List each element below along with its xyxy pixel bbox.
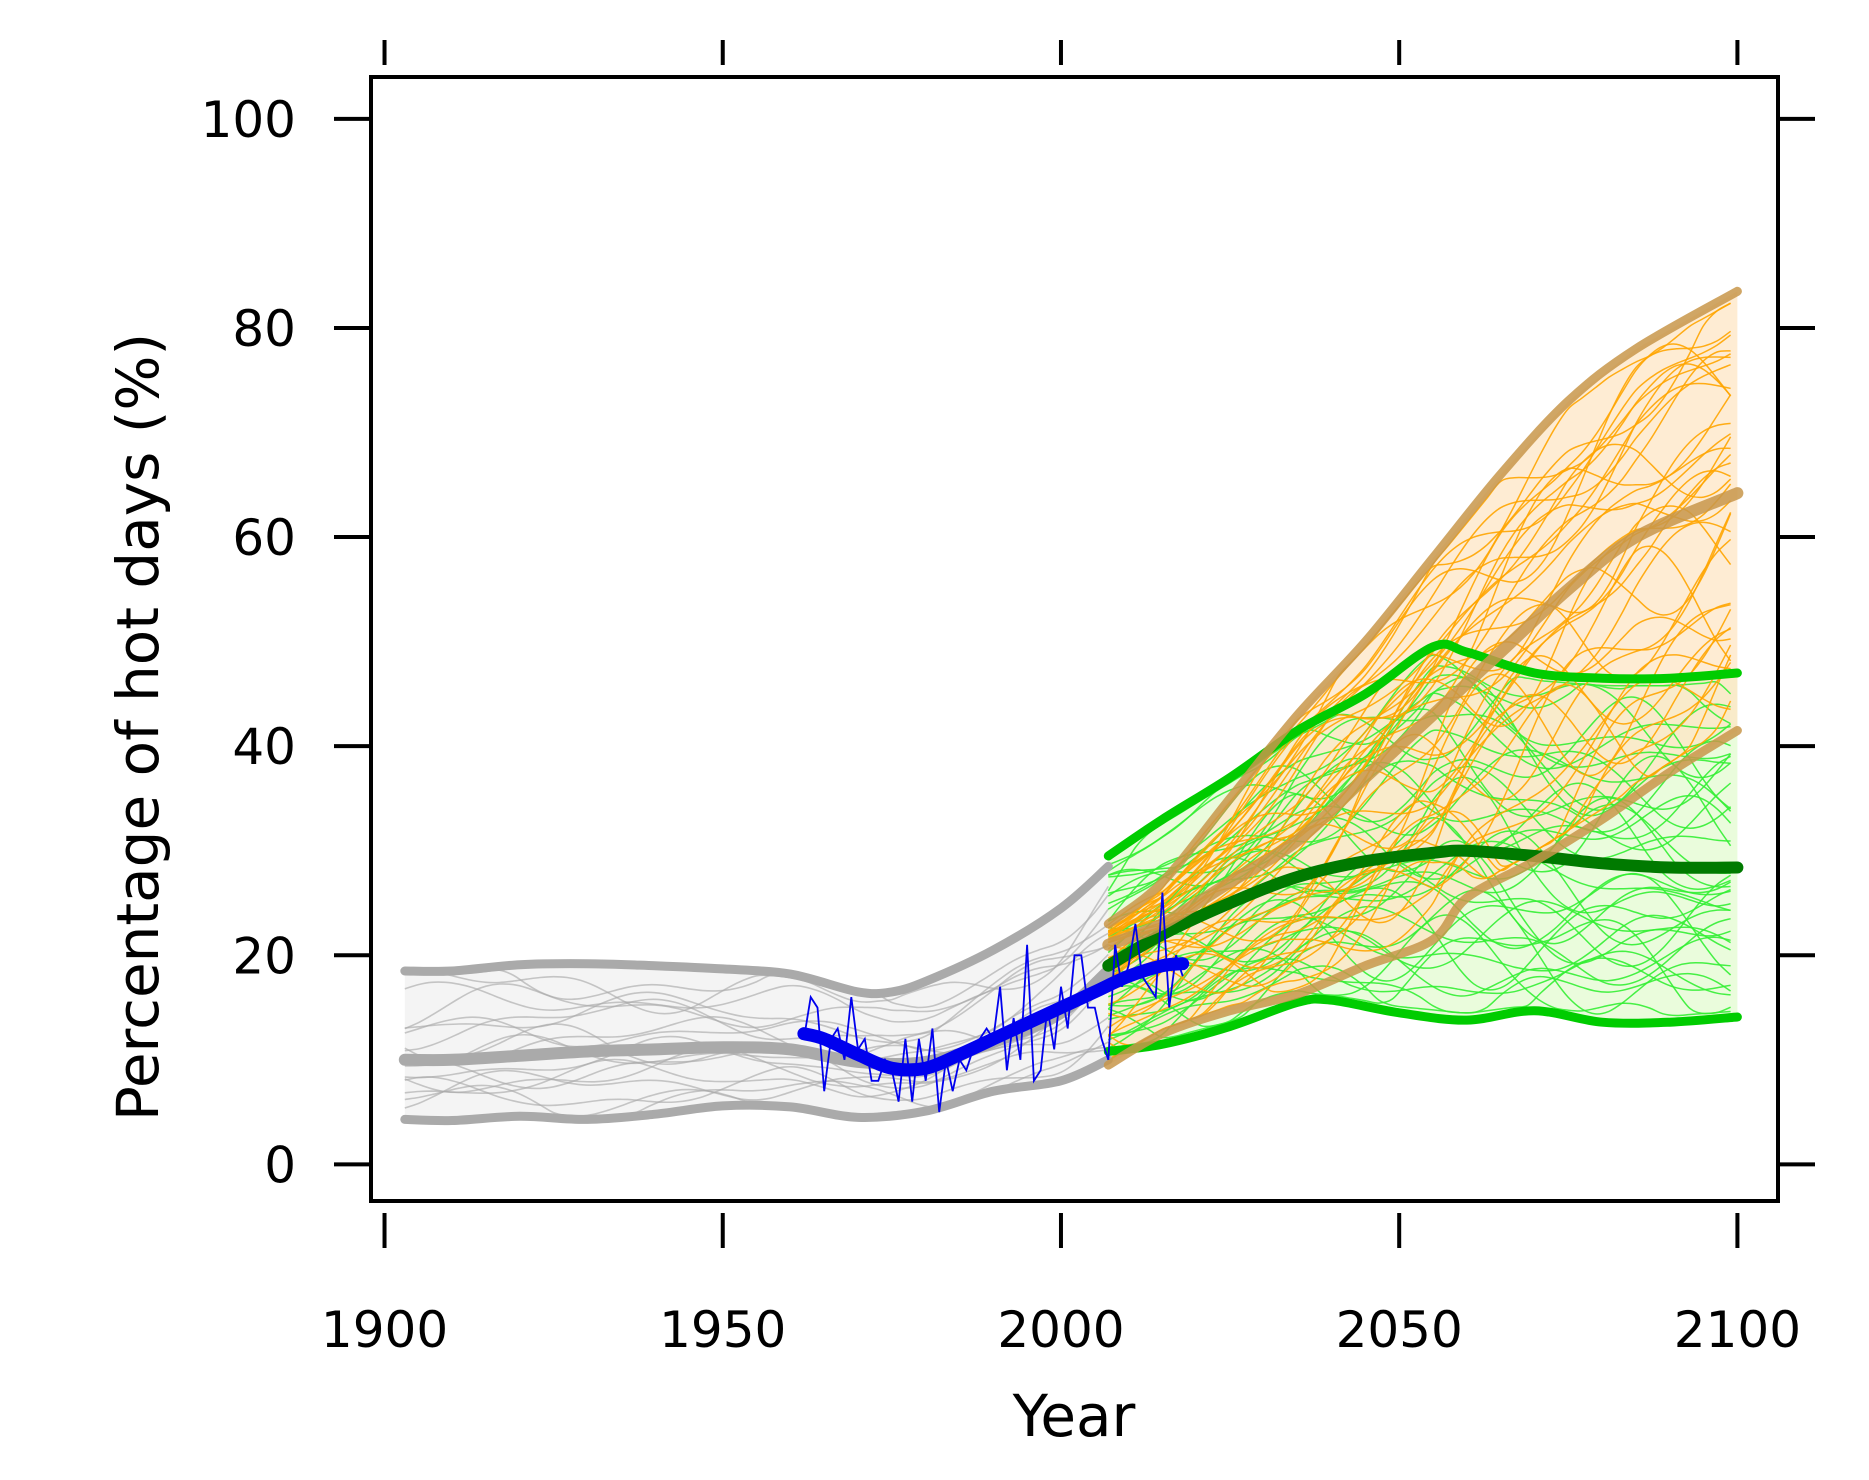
high-emissions-member-line	[1107, 627, 1732, 993]
low-emissions-member-line	[1108, 957, 1731, 1049]
historical-member-line	[404, 894, 1109, 1009]
historical-member-line	[404, 976, 1109, 1094]
high-emissions-lower-line	[1103, 726, 1742, 1070]
high-emissions-member-line	[1108, 330, 1732, 934]
low-emissions-member-line	[1108, 950, 1731, 1037]
high-emissions-member-line	[1107, 343, 1732, 933]
y-tick-label: 80	[232, 300, 296, 358]
high-emissions-member-line	[1107, 353, 1731, 926]
low-emissions-upper-line	[1103, 639, 1742, 861]
low-emissions-lower-line	[1103, 994, 1742, 1056]
y-tick-label: 20	[232, 927, 296, 985]
plot-frame	[369, 75, 1780, 1203]
historical-member-line	[404, 932, 1109, 1066]
historical-upper-line	[400, 861, 1113, 999]
historical-member-line	[404, 953, 1109, 1052]
low-emissions-member-line	[1108, 856, 1732, 998]
axes: 1900 1950 2000 2050 2100 0 20 40 60 80 100	[201, 40, 1815, 1359]
y-tick-label: 60	[232, 509, 296, 567]
y-tick-label: 0	[264, 1136, 296, 1194]
x-tick-label: 2100	[1674, 1301, 1801, 1359]
high-emissions-member-line	[1107, 628, 1731, 982]
x-tick-label: 2050	[1336, 1301, 1463, 1359]
high-emissions-member-line	[1108, 616, 1731, 949]
historical-member-line	[404, 945, 1109, 1052]
y-tick-label: 100	[201, 91, 296, 149]
x-tick-label: 2000	[997, 1301, 1124, 1359]
y-axis-title: Percentage of hot days (%)	[104, 333, 172, 1121]
historical-lower-line	[400, 1055, 1113, 1126]
high-emissions-member-line	[1107, 521, 1731, 989]
low-emissions-member-line	[1107, 830, 1731, 967]
high-emissions-member-line	[1107, 677, 1731, 1029]
historical-member-line	[404, 908, 1109, 1023]
high-emissions-member-line	[1107, 356, 1731, 934]
high-emissions-member-line	[1107, 654, 1731, 1036]
historical-member-line	[404, 1048, 1109, 1109]
high-emissions-member-line	[1108, 603, 1731, 994]
high-emissions-member-line	[1107, 363, 1732, 937]
x-axis-title: Year	[1012, 1382, 1136, 1450]
y-tick-label: 40	[232, 718, 296, 776]
high-emissions-member-line	[1107, 608, 1732, 1050]
low-emissions-member-line	[1108, 676, 1731, 887]
low-emissions-member-line	[1108, 776, 1731, 961]
high-emissions-member-line	[1107, 382, 1731, 937]
low-emissions-member-line	[1108, 914, 1731, 1021]
historical-member-line	[404, 983, 1109, 1067]
high-emissions-upper-line	[1103, 286, 1742, 929]
high-emissions-member-line	[1107, 545, 1732, 977]
low-emissions-median-line	[1102, 844, 1744, 972]
high-emissions-median-line	[1102, 487, 1744, 951]
observed-trend-line	[797, 957, 1190, 1077]
summary-lines	[398, 286, 1744, 1126]
high-emissions-member-line	[1107, 364, 1731, 929]
high-emissions-member-line	[1107, 433, 1732, 937]
low-emissions-member-line	[1108, 654, 1732, 878]
x-tick-label: 1950	[659, 1301, 786, 1359]
historical-member-line	[404, 923, 1109, 1044]
x-tick-label: 1900	[321, 1301, 448, 1359]
low-emissions-member-line	[1108, 839, 1731, 1002]
low-emissions-member-line	[1108, 889, 1731, 1028]
high-emissions-member-line	[1108, 654, 1732, 1006]
low-emissions-member-line	[1107, 840, 1731, 961]
low-emissions-member-line	[1108, 729, 1732, 905]
historical-member-line	[404, 1025, 1109, 1107]
historical-member-line	[404, 885, 1109, 1015]
high-emissions-member-line	[1107, 661, 1732, 1061]
